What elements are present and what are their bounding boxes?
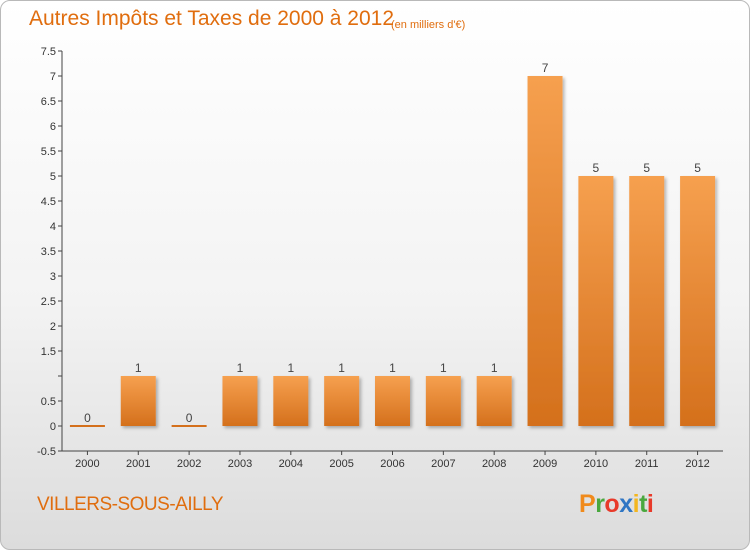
bar — [222, 376, 258, 426]
y-tick-label: 2.5 — [41, 296, 56, 308]
data-label: 1 — [237, 361, 244, 375]
logo-letter: i — [632, 490, 640, 518]
logo-letter: i — [646, 490, 654, 518]
bar — [527, 76, 563, 426]
bar — [578, 176, 614, 426]
y-tick-label: 7.5 — [41, 46, 56, 58]
bar — [425, 376, 461, 426]
x-tick-label: 2002 — [177, 458, 201, 470]
proxiti-logo: Proxiti — [579, 490, 654, 519]
data-label: 7 — [542, 61, 549, 75]
y-tick-label: 4 — [50, 221, 56, 233]
y-tick-label: 7 — [50, 71, 56, 83]
x-tick-label: 2011 — [635, 458, 659, 470]
logo-letter: t — [639, 490, 647, 518]
x-tick-label: 2001 — [126, 458, 150, 470]
logo-letter: r — [595, 490, 605, 518]
place-name: VILLERS-SOUS-AILLY — [37, 494, 224, 515]
x-tick-label: 2005 — [329, 458, 353, 470]
x-tick-label: 2000 — [75, 458, 99, 470]
x-tick-label: 2008 — [482, 458, 506, 470]
x-tick-label: 2012 — [685, 458, 709, 470]
x-tick-label: 2009 — [533, 458, 557, 470]
data-label: 5 — [694, 161, 701, 175]
data-label: 1 — [440, 361, 447, 375]
chart-unit: (en milliers d'€) — [391, 19, 466, 31]
x-tick-label: 2006 — [380, 458, 404, 470]
bar — [273, 376, 309, 426]
data-label: 1 — [287, 361, 294, 375]
y-tick-label: -0.5 — [37, 446, 56, 458]
x-tick-label: 2007 — [431, 458, 455, 470]
data-label: 1 — [135, 361, 142, 375]
bar — [629, 176, 665, 426]
bar — [324, 376, 360, 426]
y-tick-label: 5.5 — [41, 146, 56, 158]
data-label: 5 — [643, 161, 650, 175]
bar — [171, 425, 207, 427]
y-tick-label: 2 — [50, 321, 56, 333]
y-tick-label: 3 — [50, 271, 56, 283]
bar — [476, 376, 512, 426]
data-label: 0 — [186, 411, 193, 425]
data-label: 1 — [338, 361, 345, 375]
y-tick-label: 1.5 — [41, 346, 56, 358]
y-tick-label: 5 — [50, 171, 56, 183]
y-tick-label: 0 — [50, 421, 56, 433]
bar — [120, 376, 156, 426]
y-tick-label: 0.5 — [41, 396, 56, 408]
y-tick-label: 6.5 — [41, 96, 56, 108]
logo-letter: x — [619, 490, 633, 518]
x-tick-label: 2004 — [279, 458, 303, 470]
bar — [69, 425, 105, 427]
logo-letter: o — [604, 490, 620, 518]
x-tick-label: 2010 — [584, 458, 608, 470]
data-label: 1 — [491, 361, 498, 375]
bar — [680, 176, 716, 426]
bar — [375, 376, 410, 426]
data-label: 0 — [84, 411, 91, 425]
y-tick-label: 3.5 — [41, 246, 56, 258]
logo-letter: P — [579, 490, 596, 518]
y-tick-label: 4.5 — [41, 196, 56, 208]
y-tick-label: 6 — [50, 121, 56, 133]
x-tick-label: 2003 — [228, 458, 252, 470]
data-label: 1 — [389, 361, 396, 375]
chart-title: Autres Impôts et Taxes de 2000 à 2012 — [29, 7, 395, 30]
data-label: 5 — [593, 161, 600, 175]
